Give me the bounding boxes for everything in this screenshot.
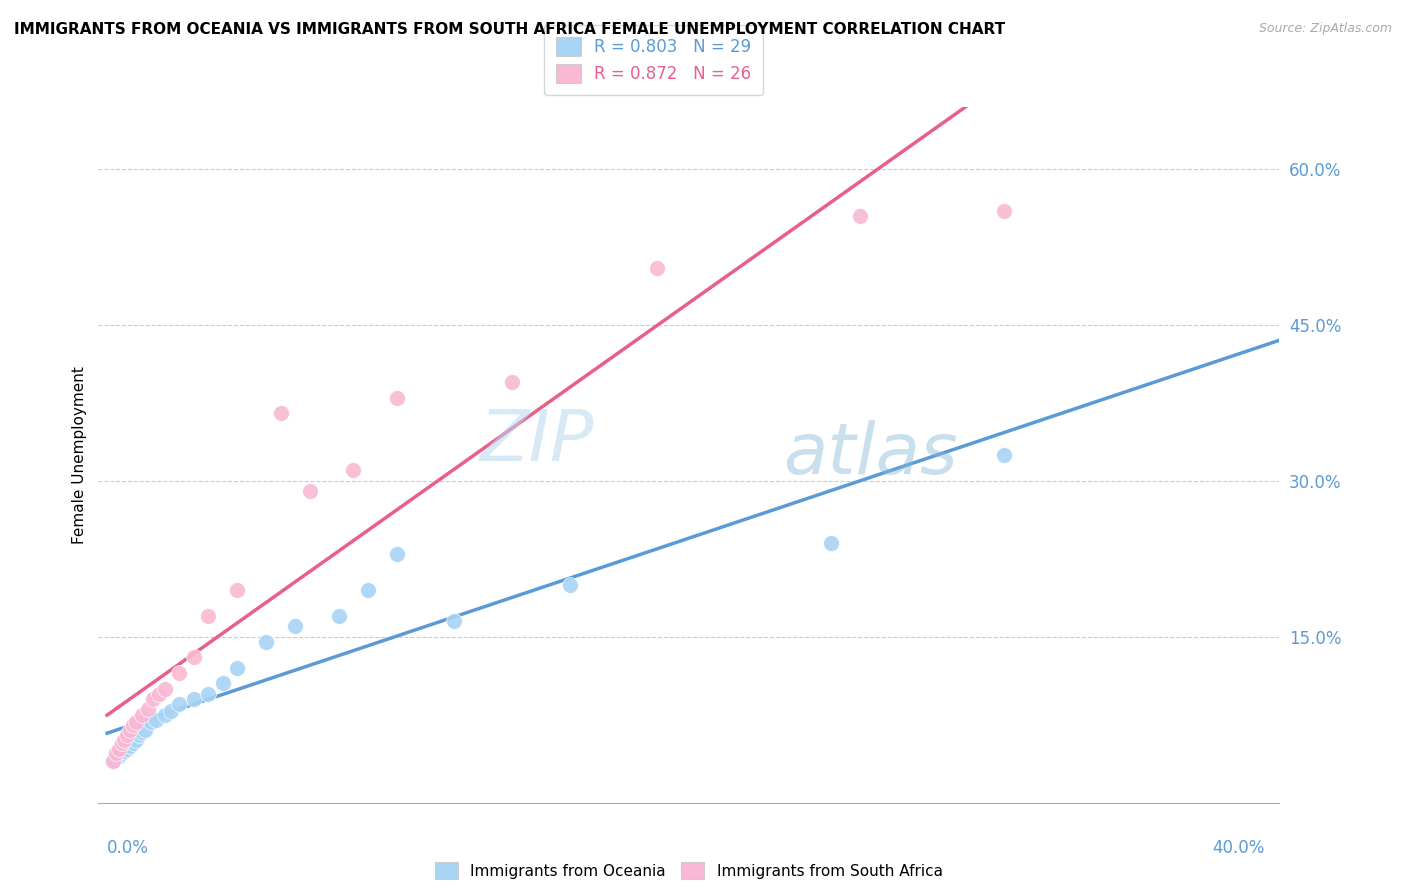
Point (226, 661, 249, 675)
Point (183, 692, 205, 706)
Point (328, 608, 350, 623)
Point (298, 484, 321, 499)
Point (270, 406, 292, 420)
Point (122, 735, 145, 749)
Point (131, 707, 153, 722)
Point (122, 718, 145, 732)
Point (284, 619, 307, 633)
Text: atlas: atlas (783, 420, 957, 490)
Point (993, 448, 1015, 462)
Text: IMMIGRANTS FROM OCEANIA VS IMMIGRANTS FROM SOUTH AFRICA FEMALE UNEMPLOYMENT CORR: IMMIGRANTS FROM OCEANIA VS IMMIGRANTS FR… (14, 22, 1005, 37)
Point (848, 209, 870, 223)
Point (114, 744, 136, 758)
Point (120, 739, 142, 753)
Point (443, 614, 465, 628)
Point (148, 687, 170, 701)
Text: Source: ZipAtlas.com: Source: ZipAtlas.com (1258, 22, 1392, 36)
Point (169, 665, 191, 680)
Point (101, 754, 124, 768)
Point (107, 749, 129, 764)
Point (385, 547, 408, 561)
Point (125, 714, 148, 729)
Point (645, 260, 668, 275)
Point (125, 733, 148, 747)
Point (145, 713, 167, 727)
Point (128, 728, 150, 742)
Point (134, 723, 156, 738)
Point (501, 376, 523, 390)
Text: 40.0%: 40.0% (1212, 839, 1265, 857)
Point (104, 746, 127, 760)
Point (114, 733, 136, 747)
Point (107, 741, 129, 756)
Point (183, 650, 205, 665)
Point (993, 203, 1015, 218)
Y-axis label: Female Unemployment: Female Unemployment (72, 366, 87, 544)
Point (131, 725, 153, 739)
Point (356, 582, 378, 597)
Point (101, 754, 124, 768)
Point (385, 391, 408, 405)
Point (136, 702, 159, 716)
Point (142, 692, 165, 706)
Point (110, 735, 132, 749)
Point (226, 582, 249, 597)
Point (212, 676, 235, 690)
Point (117, 741, 139, 756)
Point (254, 635, 277, 649)
Point (560, 578, 582, 592)
Point (153, 707, 176, 722)
Point (120, 723, 142, 738)
Point (169, 697, 191, 711)
Text: ZIP: ZIP (479, 407, 595, 475)
Point (153, 681, 176, 696)
Point (110, 746, 132, 760)
Legend: Immigrants from Oceania, Immigrants from South Africa: Immigrants from Oceania, Immigrants from… (429, 855, 949, 886)
Point (197, 608, 219, 623)
Point (117, 728, 139, 742)
Point (159, 705, 181, 719)
Point (197, 687, 219, 701)
Point (139, 714, 162, 729)
Point (820, 536, 842, 550)
Text: 0.0%: 0.0% (107, 839, 149, 857)
Point (342, 463, 364, 477)
